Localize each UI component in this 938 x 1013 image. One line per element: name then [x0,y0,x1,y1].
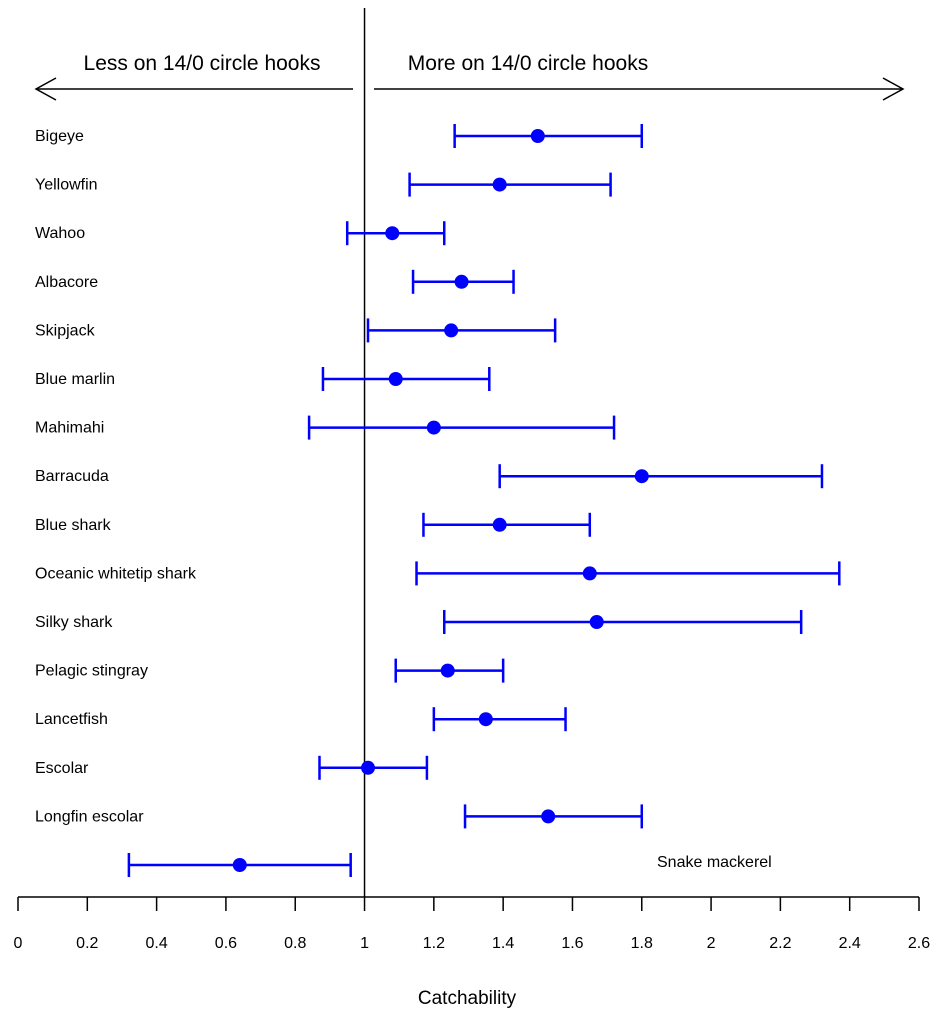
estimate-point [582,566,597,581]
x-axis: 0 0.2 0.4 0.6 0.8 1 1.2 1.4 1.6 1.8 2 2.2 2.4 2.6 [14,896,930,952]
x-tick-label: 0.2 [76,935,98,952]
estimate-point [232,858,247,872]
estimate-point [589,615,604,629]
data-row: Blue shark [35,512,592,537]
estimate-point [478,712,493,727]
data-row: Mahimahi [35,415,616,440]
species-label: Escolar [35,760,89,777]
left-arrow-label: Less on 14/0 circle hooks [84,52,321,75]
right-arrow-label: More on 14/0 circle hooks [408,52,648,75]
data-row: Silky shark [35,610,803,634]
x-tick-label: 2.2 [769,935,791,952]
estimate-point [530,129,545,143]
data-row: Yellowfin [35,172,612,197]
data-rows: Bigeye Yellowfin Wahoo Albacore Skipjack Blue… [35,124,841,877]
data-row: Snake mackerel [127,853,772,877]
species-label: Pelagic stingray [35,663,148,680]
x-tick-label: 0.8 [284,935,306,952]
data-row: Albacore [35,269,515,294]
species-label: Bigeye [35,128,84,145]
estimate-point [541,809,556,824]
data-row: Lancetfish [35,707,567,732]
estimate-point [388,372,403,386]
x-tick-label: 1.2 [423,935,445,952]
x-tick-label: 2 [707,935,716,952]
data-row: Bigeye [35,124,644,148]
data-row: Pelagic stingray [35,658,505,683]
species-label: Wahoo [35,225,85,242]
data-row: Blue marlin [35,367,491,391]
species-label: Barracuda [35,468,109,485]
estimate-point [454,274,469,289]
x-tick-label: 1 [360,935,369,952]
x-tick-label: 0.6 [215,935,237,952]
data-row: Longfin escolar [35,804,644,829]
x-tick-label: 0.4 [145,935,167,952]
estimate-point [492,177,507,192]
x-tick-label: 1.4 [492,935,514,952]
species-label: Mahimahi [35,420,104,437]
data-row: Skipjack [35,318,557,343]
species-label: Silky shark [35,614,113,631]
species-label: Blue marlin [35,371,115,388]
species-label: Longfin escolar [35,808,144,825]
x-axis-title: Catchability [418,988,517,1009]
species-label: Skipjack [35,322,96,339]
x-tick-label: 0 [14,935,23,952]
estimate-point [361,760,376,775]
estimate-point [634,469,649,484]
data-row: Barracuda [35,464,824,489]
estimate-point [440,663,455,678]
estimate-point [426,420,441,435]
data-row: Wahoo [35,221,446,246]
right-arrowhead [882,77,905,101]
x-tick-label: 2.4 [839,935,861,952]
species-label: Albacore [35,274,98,291]
x-tick-label: 1.6 [561,935,583,952]
species-label: Blue shark [35,517,112,534]
estimate-point [492,517,507,532]
x-tick-label: 1.8 [631,935,653,952]
estimate-point [444,323,459,338]
data-row: Oceanic whitetip shark [35,561,841,586]
x-tick-label: 2.6 [908,935,930,952]
species-label: Oceanic whitetip shark [35,565,197,582]
species-label: Lancetfish [35,711,108,728]
annotation-arrows: Less on 14/0 circle hooks More on 14/0 c… [34,52,905,101]
data-row: Escolar [35,755,429,780]
species-label: Snake mackerel [657,854,772,871]
species-label: Yellowfin [35,177,98,194]
estimate-point [385,226,400,241]
left-arrowhead [34,77,57,101]
